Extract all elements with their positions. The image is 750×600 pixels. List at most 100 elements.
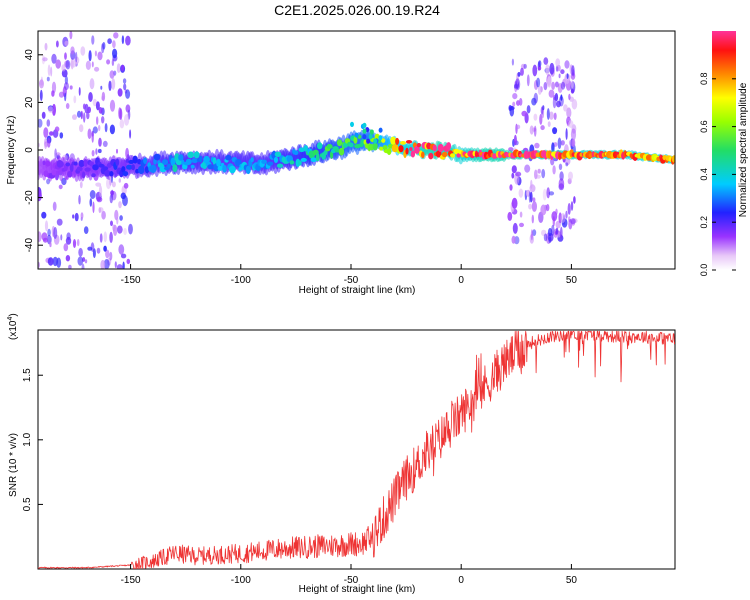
heatmap-noise-blob xyxy=(560,69,565,75)
heatmap-noise-blob xyxy=(116,63,121,73)
heatmap-noise-blob xyxy=(548,236,552,243)
colorbar-tick-label: 0.8 xyxy=(699,73,709,86)
heatmap-noise-blob xyxy=(565,128,568,140)
y-tick-label: 0 xyxy=(24,147,35,153)
snr-multiplier-exponent: 4 xyxy=(7,317,14,321)
heatmap-noise-blob xyxy=(558,96,564,107)
heatmap-noise-blob xyxy=(555,227,559,235)
heatmap-noise-blob xyxy=(519,211,523,218)
heatmap-noise-blob xyxy=(568,93,571,100)
heatmap-ridge-core xyxy=(89,161,94,167)
heatmap-noise-blob xyxy=(55,59,61,69)
heatmap-noise-blob xyxy=(545,64,550,76)
heatmap-ridge-core xyxy=(191,158,198,164)
heatmap-noise-blob xyxy=(126,258,131,265)
heatmap-ridge-core xyxy=(437,143,444,153)
heatmap-noise-blob xyxy=(546,204,550,212)
heatmap-noise-blob xyxy=(59,132,64,139)
heatmap-noise-blob xyxy=(520,67,524,76)
heatmap-ridge-core xyxy=(416,143,421,148)
heatmap-noise-blob xyxy=(521,110,528,117)
heatmap-ridge-core xyxy=(250,157,254,163)
colorbar: 0.0 0.2 0.4 0.6 0.8 Normalized spectral ampl… xyxy=(699,31,749,276)
heatmap-noise-blob xyxy=(98,107,103,114)
heatmap-ridge-core xyxy=(395,137,400,145)
heatmap-noise-blob xyxy=(551,81,555,90)
heatmap-noise-blob xyxy=(64,92,67,102)
heatmap-noise-blob xyxy=(533,125,537,137)
heatmap-noise-blob xyxy=(101,210,106,220)
heatmap-ridge-core xyxy=(368,134,373,140)
heatmap-noise-blob xyxy=(533,92,538,104)
heatmap-noise-blob xyxy=(80,212,84,220)
heatmap-noise-blob xyxy=(129,129,132,139)
heatmap-noise-blob xyxy=(52,256,58,267)
x-tick-label: -150 xyxy=(121,275,141,286)
heatmap-noise-blob xyxy=(531,214,534,224)
heatmap-ridge-core xyxy=(144,166,150,174)
colorbar-tick-label: 0.4 xyxy=(699,168,709,181)
heatmap-noise-blob xyxy=(112,48,118,59)
heatmap-noise-blob xyxy=(530,229,534,241)
heatmap-noise-blob xyxy=(524,164,531,173)
heatmap-noise-blob xyxy=(570,80,574,89)
heatmap-noise-blob xyxy=(120,253,127,259)
heatmap-noise-blob xyxy=(69,31,73,40)
heatmap-ridge-core xyxy=(172,164,178,173)
heatmap-noise-blob xyxy=(56,218,63,226)
snr-multiplier: (x104) xyxy=(7,313,19,340)
heatmap-noise-blob xyxy=(79,124,84,133)
heatmap-noise-blob xyxy=(565,162,569,167)
heatmap-noise-blob xyxy=(537,85,542,95)
x-tick-label: 0 xyxy=(458,575,464,586)
heatmap-ridge-core xyxy=(353,136,358,144)
heatmap-ridge-core xyxy=(216,158,221,167)
heatmap-ridge-core xyxy=(102,166,109,171)
heatmap-noise-blob xyxy=(511,58,514,66)
heatmap-noise-blob xyxy=(542,188,547,201)
heatmap-noise-blob xyxy=(546,187,550,199)
heatmap-noise-blob xyxy=(52,201,57,211)
heatmap-noise-blob xyxy=(536,77,541,88)
heatmap-noise-blob xyxy=(570,201,574,211)
heatmap-noise-blob xyxy=(72,114,77,120)
heatmap-ridge-core xyxy=(315,152,320,162)
heatmap-ridge-core xyxy=(91,173,96,178)
heatmap-noise-blob xyxy=(73,95,77,104)
heatmap-ridge-core xyxy=(51,169,57,176)
heatmap-noise-blob xyxy=(98,124,101,132)
heatmap-noise-blob xyxy=(555,58,561,67)
heatmap-ridge-core xyxy=(405,147,409,155)
heatmap-noise-blob xyxy=(96,196,103,203)
heatmap-noise-blob xyxy=(543,57,549,65)
spectrogram-heatmap xyxy=(38,31,675,269)
heatmap-ridge-core xyxy=(450,153,456,158)
heatmap-noise-blob xyxy=(65,255,71,262)
heatmap-noise-blob xyxy=(63,243,69,252)
heatmap-noise-blob xyxy=(532,64,538,77)
heatmap-noise-blob xyxy=(114,261,117,269)
heatmap-ridge-core xyxy=(170,157,176,167)
heatmap-noise-blob xyxy=(76,110,82,118)
heatmap-noise-blob xyxy=(528,191,532,203)
heatmap-noise-blob xyxy=(565,210,568,219)
heatmap-ridge-core xyxy=(199,155,203,163)
heatmap-noise-blob xyxy=(86,111,90,120)
heatmap-noise-blob xyxy=(77,256,84,266)
heatmap-ridge-core xyxy=(456,153,461,158)
heatmap-ridge-core xyxy=(369,129,374,135)
heatmap-noise-blob xyxy=(110,220,113,227)
heatmap-noise-blob xyxy=(56,40,59,48)
heatmap-ridge-core xyxy=(39,169,45,173)
y-tick-label: -20 xyxy=(24,190,35,205)
heatmap-noise-blob xyxy=(546,108,550,120)
heatmap-ridge-core xyxy=(336,139,343,147)
heatmap-ridge-core xyxy=(362,122,367,128)
heatmap-noise-blob xyxy=(78,194,81,205)
heatmap-noise-blob xyxy=(92,248,96,259)
heatmap-noise-blob xyxy=(570,218,576,225)
heatmap-noise-blob xyxy=(38,118,43,128)
heatmap-noise-blob xyxy=(559,171,564,181)
heatmap-ridge-core xyxy=(298,147,306,153)
heatmap-noise-blob xyxy=(119,119,125,129)
